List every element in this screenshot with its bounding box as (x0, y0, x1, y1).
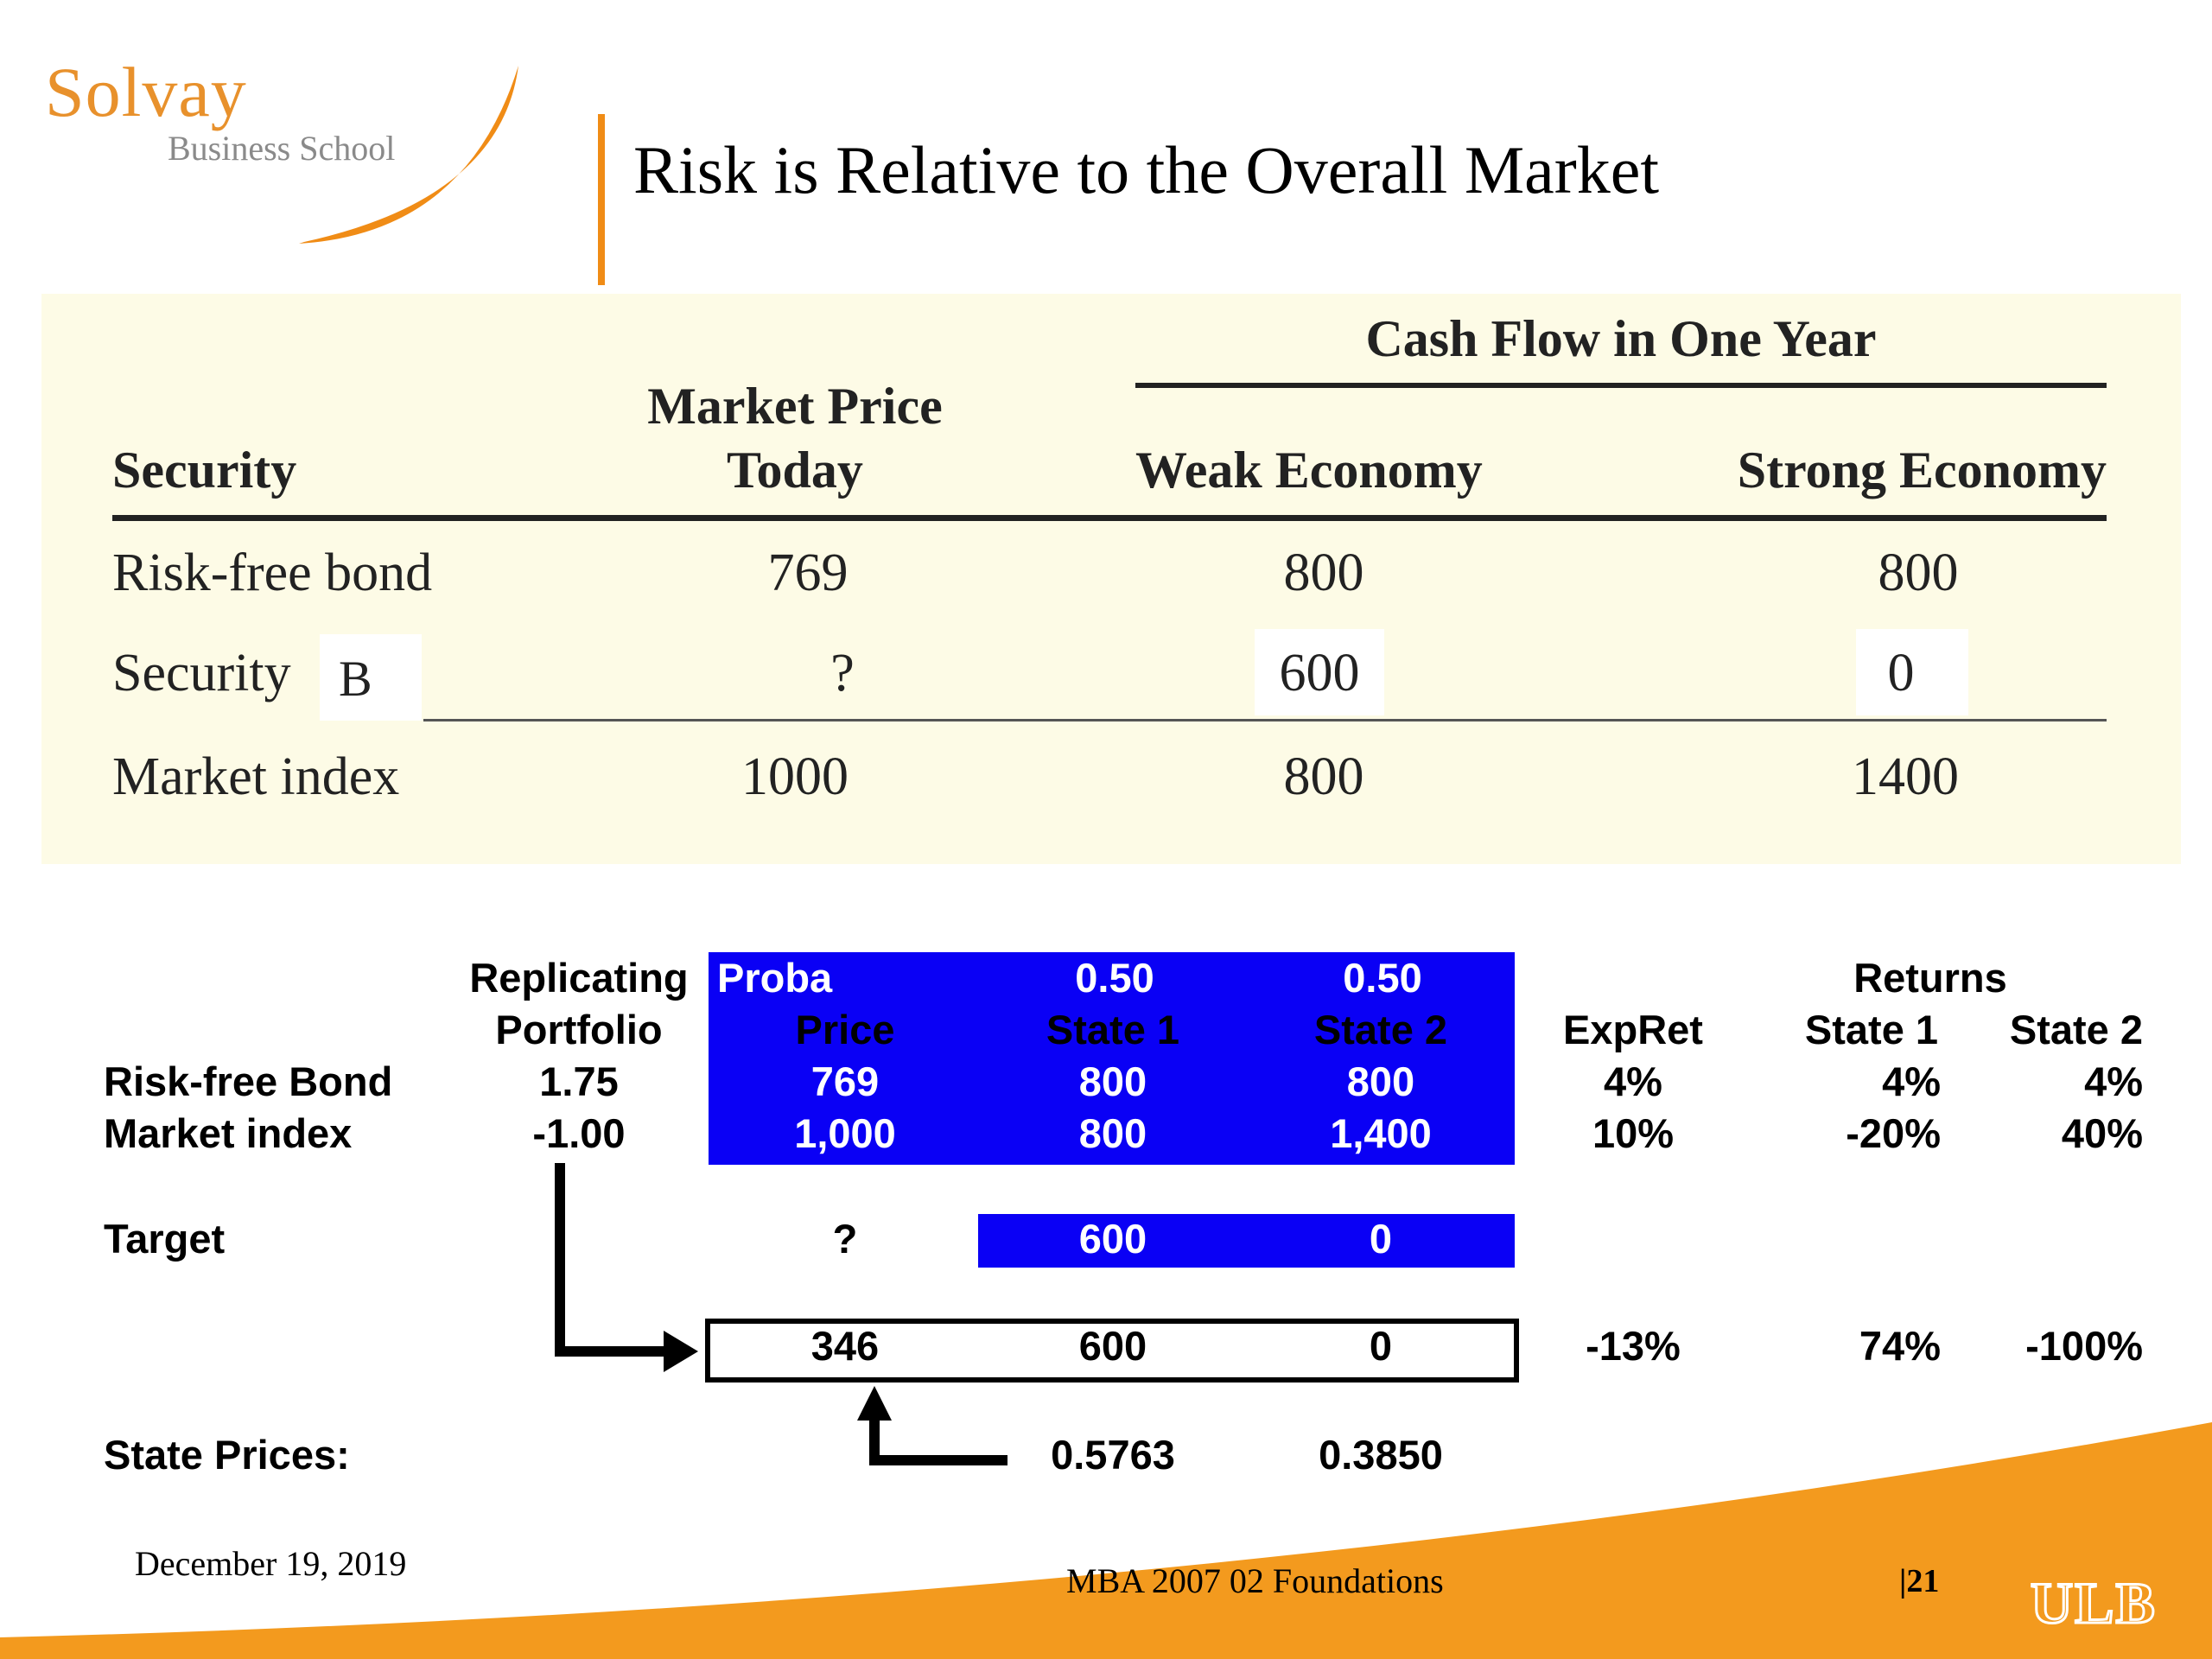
arrow-weights-to-result (555, 1163, 665, 1357)
logo-swoosh (299, 66, 518, 244)
row-ret-state1: 4% (1882, 1058, 1941, 1104)
target-price: ? (832, 1216, 858, 1262)
logo-business-school: Business School (168, 129, 396, 168)
footer-page-number: |21 (1899, 1563, 1940, 1599)
row-price: 769 (767, 543, 849, 602)
row-expret: 10% (1592, 1110, 1675, 1156)
header-price-line1: Market Price (647, 378, 943, 435)
hdr-ret-state1: State 1 (1804, 1007, 1939, 1052)
blue-block-market (709, 952, 1515, 1165)
result-price: 346 (810, 1323, 880, 1369)
row-weak: 800 (1283, 747, 1364, 806)
row-strong: 800 (1878, 543, 1959, 602)
row-price: 769 (810, 1058, 880, 1104)
hdr-price: Price (795, 1007, 895, 1052)
footer-date: December 19, 2019 (135, 1544, 407, 1583)
state-price-2: 0.3850 (1319, 1432, 1443, 1478)
ulb-logo: ULB (2030, 1569, 2157, 1637)
row-security: Market index (112, 747, 400, 806)
header-price-line2: Today (727, 442, 863, 499)
arrow-head-up (857, 1386, 892, 1421)
group-header-rule (1135, 383, 2107, 388)
proba-state1: 0.50 (1075, 955, 1154, 1001)
row-weak: 600 (1279, 644, 1360, 702)
overlay-box (1255, 629, 1384, 715)
security-label-b: B (339, 651, 372, 707)
arrow-state-prices-to-price (869, 1419, 1007, 1465)
cash-flow-panel (41, 294, 2181, 864)
row-ret-state2: 40% (2061, 1110, 2143, 1156)
overlay-box (1856, 629, 1968, 715)
logo-solvay: Solvay (45, 53, 247, 131)
slide-title: Risk is Relative to the Overall Market (633, 132, 1660, 207)
result-state1: 600 (1078, 1323, 1147, 1369)
cash-flow-group-header: Cash Flow in One Year (1365, 310, 1877, 367)
row-ret-state1: -20% (1846, 1110, 1941, 1156)
row-state2: 1,400 (1330, 1110, 1432, 1156)
hdr-state1: State 1 (1046, 1007, 1180, 1052)
arrow-head-right (664, 1331, 698, 1372)
row-weak: 800 (1283, 543, 1364, 602)
hdr-expret: ExpRet (1563, 1007, 1703, 1052)
result-ret-state2: -100% (2025, 1323, 2143, 1369)
row-price: ? (830, 644, 855, 702)
row-strong: 1400 (1852, 747, 1959, 806)
result-expret: -13% (1586, 1323, 1681, 1369)
row-strong: 0 (1887, 644, 1915, 702)
row-label: Market index (104, 1110, 353, 1156)
hdr-ret-state2: State 2 (2009, 1007, 2143, 1052)
row-expret: 4% (1604, 1058, 1662, 1104)
row-price: 1000 (741, 747, 849, 806)
state-prices-label: State Prices: (104, 1432, 350, 1478)
row-divider (423, 719, 2107, 721)
proba-label: Proba (717, 955, 833, 1001)
header-strong-economy: Strong Economy (1737, 442, 2107, 499)
hdr-state2: State 2 (1313, 1007, 1448, 1052)
footer-course: MBA 2007 02 Foundations (1066, 1561, 1444, 1600)
header-rule (112, 515, 2107, 521)
row-ret-state2: 4% (2084, 1058, 2143, 1104)
overlay-box (320, 634, 422, 721)
proba-state2: 0.50 (1343, 955, 1422, 1001)
target-label: Target (104, 1216, 226, 1262)
row-state1: 800 (1078, 1058, 1147, 1104)
row-state1: 800 (1078, 1110, 1147, 1156)
row-security: Risk-free bond (112, 543, 433, 602)
row-security: Security (112, 644, 291, 702)
hdr-replicating: Replicating (469, 955, 689, 1001)
footer-orange-wave (0, 1422, 2212, 1659)
hdr-returns: Returns (1853, 955, 2007, 1001)
header-security: Security (112, 442, 297, 499)
row-price: 1,000 (794, 1110, 896, 1156)
result-state2: 0 (1369, 1323, 1393, 1369)
target-state1: 600 (1078, 1216, 1147, 1262)
row-weight: 1.75 (539, 1058, 619, 1104)
hdr-portfolio: Portfolio (495, 1007, 663, 1052)
blue-block-target (978, 1214, 1515, 1268)
row-weight: -1.00 (532, 1110, 626, 1156)
state-price-1: 0.5763 (1051, 1432, 1175, 1478)
result-ret-state1: 74% (1859, 1323, 1941, 1369)
target-state2: 0 (1369, 1216, 1393, 1262)
title-accent-bar (598, 114, 605, 285)
result-box (705, 1319, 1519, 1382)
row-label: Risk-free Bond (104, 1058, 393, 1104)
row-state2: 800 (1346, 1058, 1415, 1104)
header-weak-economy: Weak Economy (1135, 442, 1483, 499)
